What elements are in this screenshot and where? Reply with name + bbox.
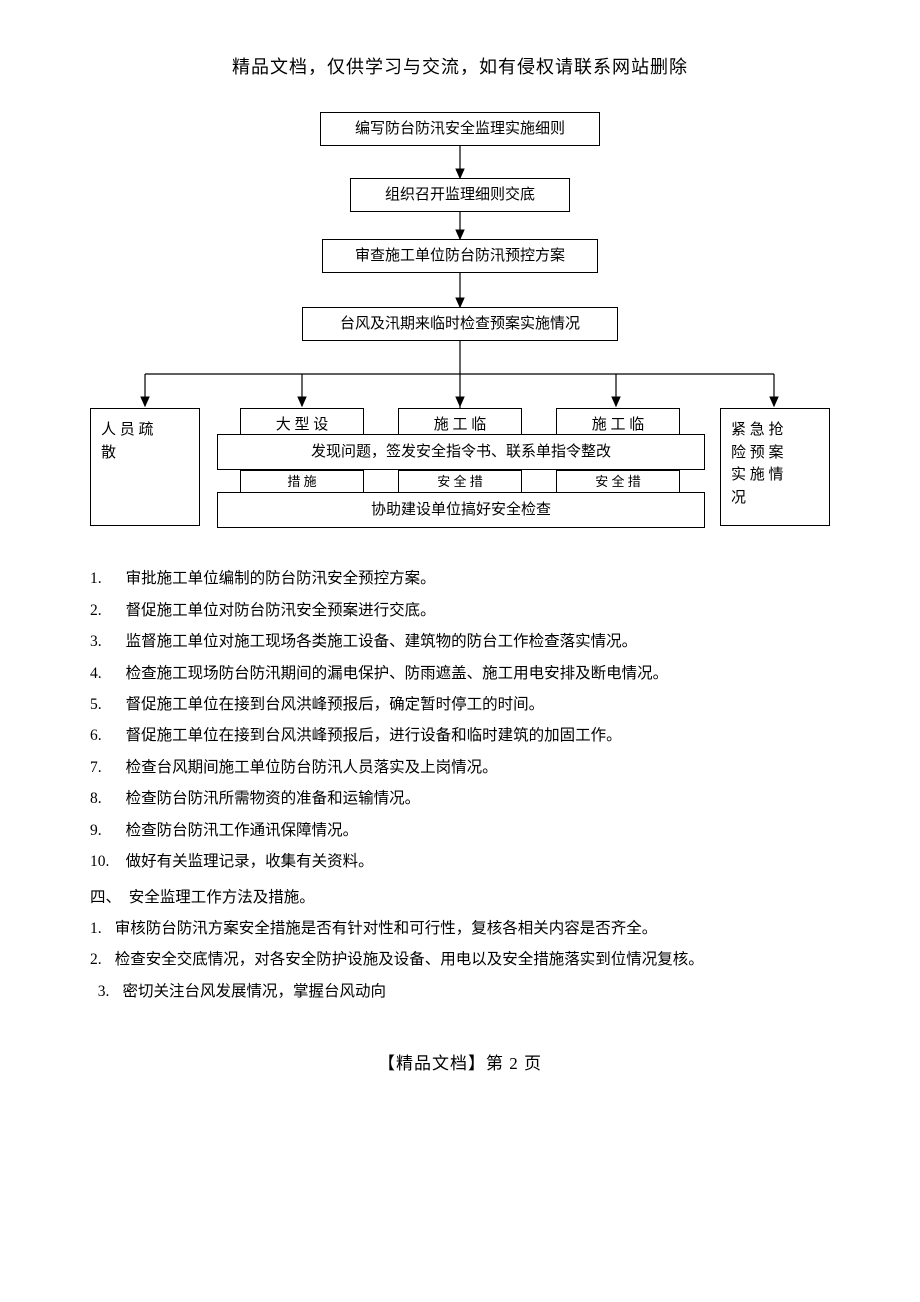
page-header: 精品文档，仅供学习与交流，如有侵权请联系网站删除	[90, 50, 830, 84]
flow-box-3: 审查施工单位防台防汛预控方案	[322, 239, 598, 273]
flow-mid-2: 协助建设单位搞好安全检查	[217, 492, 705, 528]
list-num: 3.	[98, 977, 110, 1006]
list-item: 9.检查防台防汛工作通讯保障情况。	[90, 816, 830, 845]
list-num: 2.	[90, 596, 123, 625]
list-item: 3.监督施工单位对施工现场各类施工设备、建筑物的防台工作检查落实情况。	[90, 627, 830, 656]
list-text: 检查防台防汛所需物资的准备和运输情况。	[126, 790, 421, 807]
list-item: 3. 密切关注台风发展情况，掌握台风动向	[90, 977, 830, 1006]
flowchart: 编写防台防汛安全监理实施细则 组织召开监理细则交底 审查施工单位防台防汛预控方案…	[90, 112, 830, 542]
list-item: 6.督促施工单位在接到台风洪峰预报后，进行设备和临时建筑的加固工作。	[90, 721, 830, 750]
flow-mid-1-label: 发现问题，签发安全指令书、联系单指令整改	[311, 441, 611, 464]
flow-col-2b: 措 施	[240, 470, 364, 494]
list-text: 检查台风期间施工单位防台防汛人员落实及上岗情况。	[126, 759, 498, 776]
flow-box-2: 组织召开监理细则交底	[350, 178, 570, 212]
flow-box-2-label: 组织召开监理细则交底	[385, 184, 535, 207]
list-text: 检查施工现场防台防汛期间的漏电保护、防雨遮盖、施工用电安排及断电情况。	[126, 665, 669, 682]
list-item: 1. 审核防台防汛方案安全措施是否有针对性和可行性，复核各相关内容是否齐全。	[90, 914, 830, 943]
page-footer: 【精品文档】第 2 页	[90, 1048, 830, 1080]
flow-box-4: 台风及汛期来临时检查预案实施情况	[302, 307, 618, 341]
list-num: 6.	[90, 721, 123, 750]
list-item: 4.检查施工现场防台防汛期间的漏电保护、防雨遮盖、施工用电安排及断电情况。	[90, 659, 830, 688]
list-item: 8.检查防台防汛所需物资的准备和运输情况。	[90, 784, 830, 813]
list-item: 5.督促施工单位在接到台风洪峰预报后，确定暂时停工的时间。	[90, 690, 830, 719]
list-num: 8.	[90, 784, 123, 813]
list-text: 督促施工单位在接到台风洪峰预报后，确定暂时停工的时间。	[126, 696, 545, 713]
list-item: 1.审批施工单位编制的防台防汛安全预控方案。	[90, 564, 830, 593]
list-num: 1.	[90, 914, 102, 943]
list-num: 4.	[90, 659, 123, 688]
list-text: 密切关注台风发展情况，掌握台风动向	[123, 983, 387, 1000]
flow-col-3-l1: 施 工 临	[434, 414, 487, 437]
flow-col-5-l4: 况	[731, 487, 819, 510]
list-text: 检查防台防汛工作通讯保障情况。	[126, 822, 359, 839]
list-item: 10.做好有关监理记录，收集有关资料。	[90, 847, 830, 876]
flow-col-1-l1: 人 员 疏	[101, 419, 189, 442]
list-item: 7.检查台风期间施工单位防台防汛人员落实及上岗情况。	[90, 753, 830, 782]
flow-col-4-l1: 施 工 临	[592, 414, 645, 437]
list-num: 10.	[90, 847, 123, 876]
flow-box-3-label: 审查施工单位防台防汛预控方案	[355, 245, 565, 268]
flow-col-2-l1: 大 型 设	[276, 414, 329, 437]
flow-col-3b: 安 全 措	[398, 470, 522, 494]
list-num: 1.	[90, 564, 123, 593]
flow-col-5-l2: 险 预 案	[731, 442, 819, 465]
list-num: 9.	[90, 816, 123, 845]
flow-mid-2-label: 协助建设单位搞好安全检查	[371, 499, 551, 522]
flow-col-5-l3: 实 施 情	[731, 464, 819, 487]
list-num: 5.	[90, 690, 123, 719]
numbered-list: 1.审批施工单位编制的防台防汛安全预控方案。 2.督促施工单位对防台防汛安全预案…	[90, 564, 830, 876]
flow-col-3-l2: 安 全 措	[437, 472, 483, 492]
list-num: 7.	[90, 753, 123, 782]
list-num: 3.	[90, 627, 123, 656]
flow-box-1: 编写防台防汛安全监理实施细则	[320, 112, 600, 146]
flow-box-4-label: 台风及汛期来临时检查预案实施情况	[340, 313, 580, 336]
list-text: 督促施工单位对防台防汛安全预案进行交底。	[126, 602, 436, 619]
flow-box-1-label: 编写防台防汛安全监理实施细则	[355, 118, 565, 141]
list-num: 2.	[90, 945, 102, 974]
numbered-list-block: 1.审批施工单位编制的防台防汛安全预控方案。 2.督促施工单位对防台防汛安全预案…	[90, 564, 830, 876]
flow-col-4-l2: 安 全 措	[595, 472, 641, 492]
list-text: 审批施工单位编制的防台防汛安全预控方案。	[126, 570, 436, 587]
flow-col-4b: 安 全 措	[556, 470, 680, 494]
list-item: 2. 检查安全交底情况，对各安全防护设施及设备、用电以及安全措施落实到位情况复核。	[90, 945, 830, 974]
flow-col-1: 人 员 疏 散	[90, 408, 200, 526]
section-4-title: 四、 安全监理工作方法及措施。	[90, 883, 830, 912]
flow-col-1-l2: 散	[101, 442, 189, 465]
list-text: 督促施工单位在接到台风洪峰预报后，进行设备和临时建筑的加固工作。	[126, 727, 622, 744]
flow-col-5: 紧 急 抢 险 预 案 实 施 情 况	[720, 408, 830, 526]
list-text: 审核防台防汛方案安全措施是否有针对性和可行性，复核各相关内容是否齐全。	[115, 920, 658, 937]
dotnum-list: 1. 审核防台防汛方案安全措施是否有针对性和可行性，复核各相关内容是否齐全。 2.…	[90, 914, 830, 1006]
list-text: 监督施工单位对施工现场各类施工设备、建筑物的防台工作检查落实情况。	[126, 633, 638, 650]
flow-col-2-l2: 措 施	[287, 472, 316, 492]
list-item: 2.督促施工单位对防台防汛安全预案进行交底。	[90, 596, 830, 625]
flow-col-5-l1: 紧 急 抢	[731, 419, 819, 442]
flow-mid-1: 发现问题，签发安全指令书、联系单指令整改	[217, 434, 705, 470]
list-text: 检查安全交底情况，对各安全防护设施及设备、用电以及安全措施落实到位情况复核。	[115, 951, 704, 968]
list-text: 做好有关监理记录，收集有关资料。	[126, 853, 374, 870]
